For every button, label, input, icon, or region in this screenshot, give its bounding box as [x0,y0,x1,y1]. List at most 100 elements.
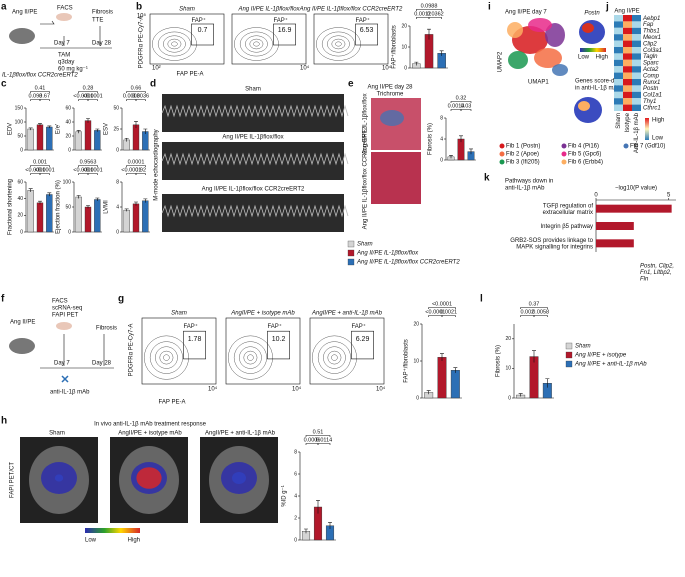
contour [253,41,260,47]
bar [84,206,92,233]
legend-dot [561,143,567,149]
contour [163,35,186,53]
contour [312,335,357,380]
gene-label: Sparc [643,61,659,67]
legend-swatch [347,249,355,257]
significance-bracket [520,315,535,317]
label: Day 7 [54,361,70,367]
p-value: <0.0001 [35,167,55,173]
gate-percent: 10.2 [272,336,286,343]
heatmap-cell [632,47,641,54]
contour [233,341,267,374]
legend-label: Fib 4 (Pi16) [568,144,599,150]
label: l [480,294,483,305]
p-value: 0.0362 [427,11,444,17]
gate-label: FAP⁺ [191,17,206,24]
contour [321,31,355,57]
error-bar [76,195,81,199]
gate-percent: 1.78 [188,336,202,343]
bar-chart: Ejection fraction (%) 0 50 100 0.9563 <0.0001… [56,159,103,235]
error-bar [134,121,138,129]
contour [331,38,346,50]
heatmap-cell [632,27,641,35]
label: FAP PE-A [159,400,186,406]
p-value: 0.0001 [128,159,145,165]
y-tick-label: 0 [20,147,23,153]
umap-cluster [528,18,552,32]
label: Ang II/PE IL-1βflox/flox CCR2creERT2 [363,126,369,229]
label: TAM [58,53,70,59]
y-tick-label: 150 [15,105,24,111]
cells-icon [56,322,72,330]
heatmap-cell [623,79,632,86]
significance-bracket [450,101,472,103]
gene-label: Postn [643,86,659,92]
p-value: 0.67 [39,93,50,99]
significance-bracket [441,315,456,317]
y-axis-label: FAP⁺/fibroblasts [391,25,398,69]
bar [94,130,101,151]
heatmap-cell [623,15,632,22]
bar [27,128,34,151]
label: d [150,79,156,90]
label: UMAP2 [498,51,504,72]
significance-bracket [135,173,146,175]
heatmap-cell [614,98,623,105]
significance-bracket [30,173,41,175]
plot-title: AngII/PE + isotype mAb [230,311,295,317]
legend-swatch [347,258,355,266]
contour [327,350,342,365]
heatmap-cell [614,40,623,47]
umap-feature [578,101,590,111]
label: Pathways down in [505,179,553,185]
y-axis-label: EDV [8,123,14,135]
bar [94,199,101,233]
label: Fibrosis [96,326,117,332]
y-tick-label: 50 [65,204,71,210]
error-bar [440,353,444,361]
label: Low [85,538,97,544]
bar [596,204,672,213]
gate [351,330,374,360]
y-tick-label: 10 [401,44,407,50]
significance-bracket [460,109,472,111]
label: AngII/PE + anti-IL-1β mAb [205,431,276,437]
colorbar-label: High [596,55,608,61]
label: AngII/PE + isotype mAb [118,431,182,437]
p-value: 0.66 [131,85,142,91]
error-bar [124,208,129,212]
colorbar [645,118,649,140]
p-value: 0.41 [35,85,46,91]
bar [142,131,149,151]
error-bar [95,197,100,201]
y-axis-label: LVMI [104,200,110,214]
error-bar [134,201,138,206]
flow-tick: 10⁴ [300,65,310,72]
umap-cluster [507,22,523,38]
bar [36,202,44,233]
error-bar [143,198,148,203]
bar [450,370,460,399]
echo-trace [161,204,349,218]
error-bar [86,205,90,209]
heatmap-cell [623,104,632,111]
label: Sham [49,431,65,437]
significance-bracket [78,173,89,175]
legend-label: Fib 5 (Gpc6) [568,152,601,158]
label: Ang II/PE IL-1βflox/flox [222,135,283,141]
umap-cluster [545,23,565,47]
heatmap-cell [623,47,632,54]
heatmap-cell [614,85,623,92]
y-axis-label: E/e' [56,124,62,134]
contour [167,38,182,50]
p-value: <0.0001 [73,93,93,99]
error-bar [28,188,33,192]
p-value: 0.0058 [532,309,549,315]
label: In vivo anti-IL-1β mAb treatment respons… [94,422,206,428]
plot-title: Sham [179,7,195,13]
heatmap-cell [623,98,632,105]
significance-bracket [78,165,98,167]
